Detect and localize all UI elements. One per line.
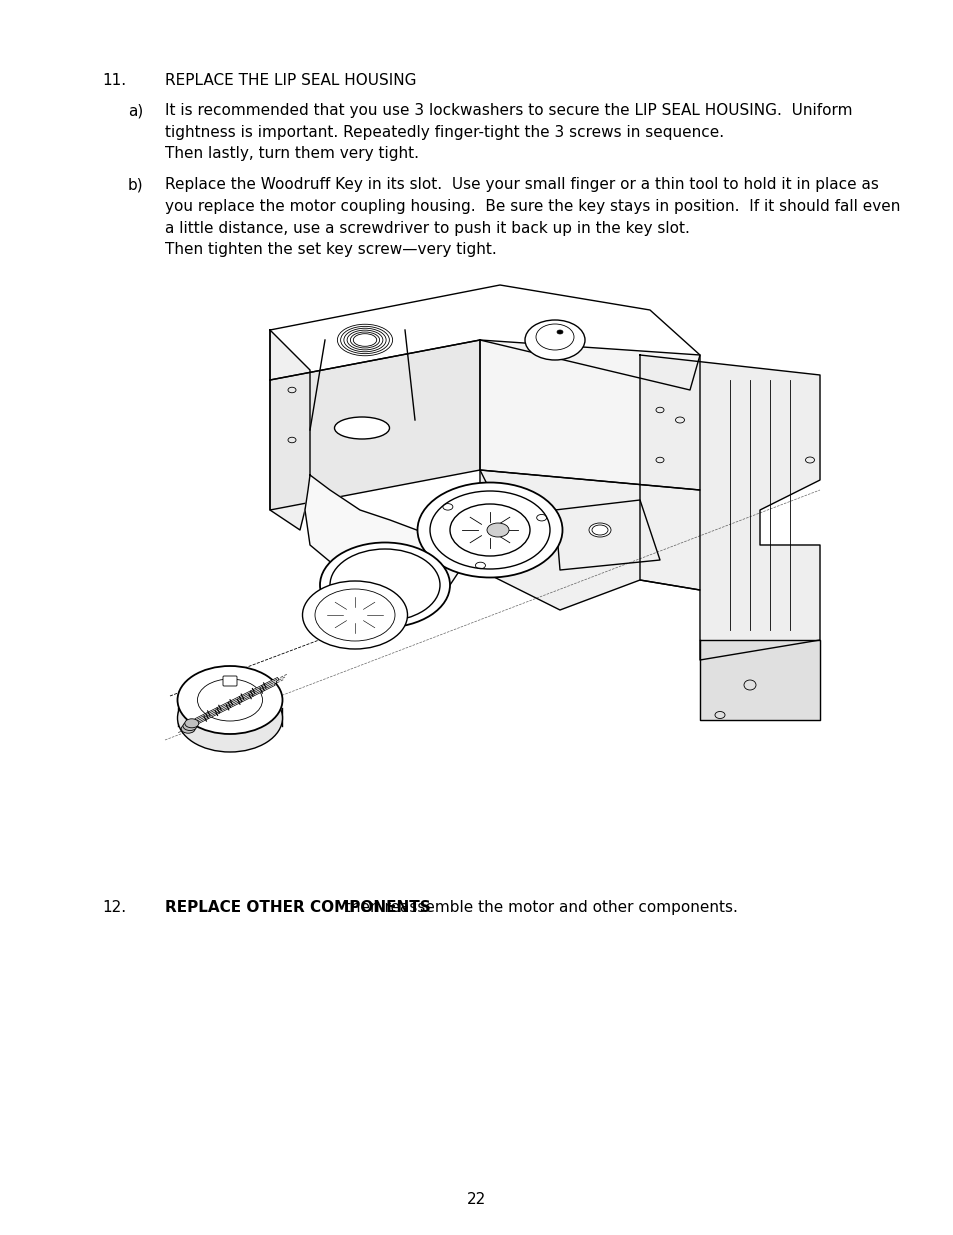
Text: It is recommended that you use 3 lockwashers to secure the LIP SEAL HOUSING.  Un: It is recommended that you use 3 lockwas… [165,103,852,119]
Text: 11.: 11. [102,73,126,88]
Polygon shape [639,354,820,659]
Ellipse shape [588,522,610,537]
Text: REPLACE OTHER COMPONENTS: REPLACE OTHER COMPONENTS [165,900,431,915]
Ellipse shape [319,542,450,627]
FancyBboxPatch shape [223,676,236,685]
Ellipse shape [183,721,196,730]
Text: tightness is important. Repeatedly finger-tight the 3 screws in sequence.: tightness is important. Repeatedly finge… [165,125,723,140]
Text: Then lastly, turn them very tight.: Then lastly, turn them very tight. [165,146,418,161]
Ellipse shape [177,666,282,734]
Ellipse shape [337,325,393,356]
Text: then reassemble the motor and other components.: then reassemble the motor and other comp… [340,900,738,915]
Ellipse shape [185,719,198,727]
Ellipse shape [302,580,407,650]
Text: you replace the motor coupling housing.  Be sure the key stays in position.  If : you replace the motor coupling housing. … [165,199,900,214]
Polygon shape [305,475,459,590]
Text: REPLACE THE LIP SEAL HOUSING: REPLACE THE LIP SEAL HOUSING [165,73,416,88]
Text: b): b) [128,178,144,193]
Polygon shape [270,340,479,510]
Text: 12.: 12. [102,900,126,915]
Ellipse shape [181,724,195,734]
Ellipse shape [486,522,509,537]
Ellipse shape [557,330,562,333]
Ellipse shape [417,483,562,578]
Ellipse shape [450,504,530,556]
Text: Replace the Woodruff Key in its slot.  Use your small finger or a thin tool to h: Replace the Woodruff Key in its slot. Us… [165,178,878,193]
Text: a): a) [128,103,143,119]
Text: 22: 22 [467,1192,486,1207]
Polygon shape [479,471,700,610]
Polygon shape [479,340,700,490]
Polygon shape [700,640,820,720]
Text: Then tighten the set key screw—very tight.: Then tighten the set key screw—very tigh… [165,242,497,257]
Polygon shape [270,330,310,530]
Ellipse shape [335,417,389,438]
Ellipse shape [177,684,282,752]
Polygon shape [555,500,659,571]
Ellipse shape [524,320,584,359]
Text: a little distance, use a screwdriver to push it back up in the key slot.: a little distance, use a screwdriver to … [165,221,689,236]
Polygon shape [270,285,700,390]
